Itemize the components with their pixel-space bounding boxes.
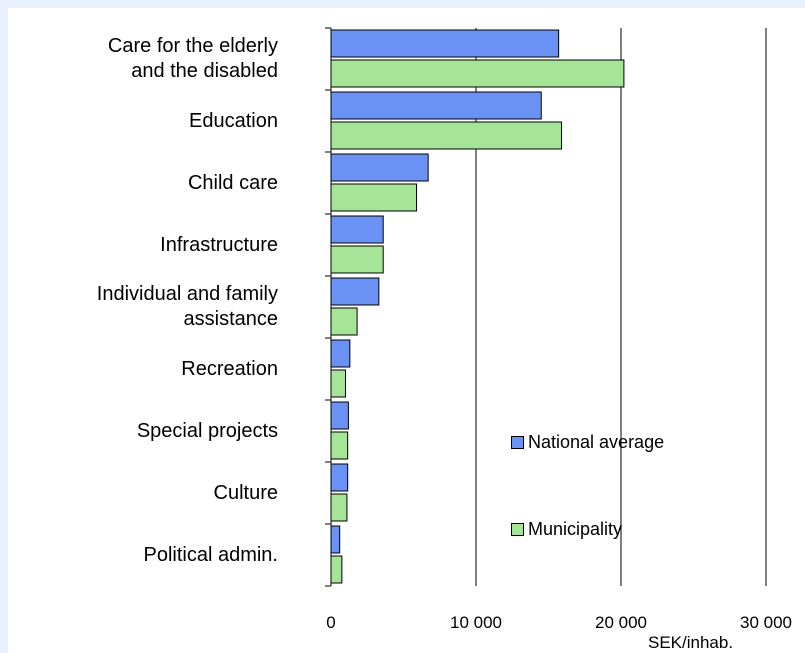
- category-label-0: Care for the elderly and the disabled: [107, 35, 278, 82]
- bar-national-3: [330, 215, 384, 244]
- bar-municipality-4: [330, 307, 358, 336]
- legend-item-national: National average: [511, 432, 664, 453]
- category-label-8: Political admin.: [143, 543, 278, 566]
- x-tick-label-2: 20 000: [595, 613, 647, 632]
- bar-national-6: [330, 401, 349, 430]
- category-label-2: Child care: [187, 171, 278, 194]
- x-tick-label-0: 0: [326, 613, 336, 632]
- legend-swatch-national: [511, 436, 524, 449]
- category-label-5: Recreation: [181, 357, 278, 380]
- x-axis-label: SEK/inhab.: [648, 633, 734, 652]
- bar-national-5: [330, 339, 351, 368]
- gridlines: [475, 28, 767, 586]
- legend-label-municipality: Municipality: [528, 519, 623, 539]
- bar-municipality-7: [330, 493, 348, 522]
- chart-panel: Care for the elderly and the disabled Edu…: [8, 8, 805, 653]
- y-axis: [325, 27, 332, 587]
- bar-national-2: [330, 153, 429, 182]
- bar-chart: [325, 27, 767, 587]
- bar-municipality-6: [330, 431, 349, 460]
- category-label-6: Special projects: [136, 419, 278, 442]
- category-label-3: Infrastructure: [160, 233, 278, 256]
- legend-swatch-municipality: [511, 523, 524, 536]
- bars: [330, 29, 625, 584]
- bar-municipality-8: [330, 555, 343, 584]
- bar-national-0: [330, 29, 560, 58]
- bar-municipality-0: [330, 59, 625, 88]
- bar-municipality-1: [330, 121, 563, 150]
- x-tick-label-3: 30 000: [740, 613, 792, 632]
- legend-item-municipality: Municipality: [511, 519, 622, 540]
- category-label-7: Culture: [213, 481, 278, 504]
- bar-national-7: [330, 463, 349, 492]
- bar-national-8: [330, 525, 341, 554]
- bar-municipality-2: [330, 183, 418, 212]
- bar-municipality-5: [330, 369, 346, 398]
- legend-label-national: National average: [528, 432, 665, 452]
- bar-national-4: [330, 277, 380, 306]
- bar-national-1: [330, 91, 542, 120]
- category-label-1: Education: [189, 109, 278, 132]
- bar-municipality-3: [330, 245, 384, 274]
- x-tick-label-1: 10 000: [450, 613, 502, 632]
- category-label-4: Individual and family assistance: [96, 283, 278, 330]
